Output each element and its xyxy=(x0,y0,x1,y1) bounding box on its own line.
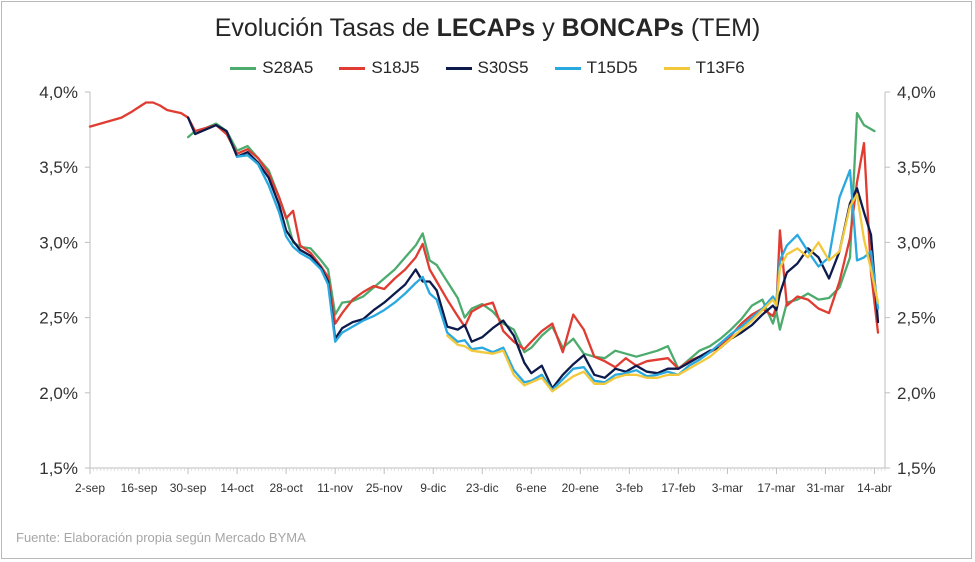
legend-swatch xyxy=(230,66,257,70)
y-tick-label-left: 3,5% xyxy=(39,158,78,177)
series-line-s28a5 xyxy=(186,111,876,370)
chart-title: Evolución Tasas de LECAPs y BONCAPs (TEM… xyxy=(0,14,975,43)
legend-item-s18j5: S18J5 xyxy=(339,58,420,78)
y-tick-label-left: 1,5% xyxy=(39,459,78,478)
y-tick-label-left: 3,0% xyxy=(39,233,78,252)
x-tick-label: 14-abr xyxy=(857,481,892,495)
x-tick-label: 17-feb xyxy=(661,481,695,495)
y-tick-label-right: 2,0% xyxy=(897,384,936,403)
x-tick-label: 17-mar xyxy=(757,481,795,495)
y-tick-label-right: 1,5% xyxy=(897,459,936,478)
x-tick-label: 30-sep xyxy=(170,481,207,495)
legend-label: S30S5 xyxy=(477,58,529,77)
series-line-t13f6 xyxy=(446,193,880,393)
x-tick-label: 16-sep xyxy=(121,481,158,495)
legend-swatch xyxy=(445,66,472,70)
y-tick-label-left: 2,5% xyxy=(39,309,78,328)
x-tick-label: 9-dic xyxy=(420,481,446,495)
x-tick-label: 31-mar xyxy=(806,481,844,495)
source-note: Fuente: Elaboración propia según Mercado… xyxy=(16,530,306,545)
title-mid: y xyxy=(535,14,562,42)
x-tick-label: 11-nov xyxy=(317,481,353,495)
x-tick-label: 3-feb xyxy=(616,481,644,495)
legend: S28A5 S18J5 S30S5 T15D5 T13F6 xyxy=(0,58,975,78)
legend-swatch xyxy=(339,66,366,70)
y-tick-label-right: 3,5% xyxy=(897,158,936,177)
series-line-s30s5 xyxy=(186,116,880,390)
x-tick-label: 20-ene xyxy=(562,481,600,495)
legend-item-s28a5: S28A5 xyxy=(230,58,313,78)
title-prefix: Evolución Tasas de xyxy=(214,14,437,42)
x-tick-label: 3-mar xyxy=(712,481,743,495)
legend-label: S18J5 xyxy=(371,58,420,77)
series-line-t15d5 xyxy=(235,154,880,391)
title-bold-boncaps: BONCAPs xyxy=(561,14,684,42)
legend-item-s30s5: S30S5 xyxy=(445,58,529,78)
legend-label: T13F6 xyxy=(695,58,745,77)
legend-item-t15d5: T15D5 xyxy=(554,58,638,78)
x-tick-label: 14-oct xyxy=(220,481,254,495)
legend-item-t13f6: T13F6 xyxy=(663,58,745,78)
legend-label: S28A5 xyxy=(262,58,314,77)
x-tick-label: 25-nov xyxy=(366,481,403,495)
legend-swatch xyxy=(663,66,690,70)
y-tick-label-right: 4,0% xyxy=(897,83,936,102)
title-bold-lecaps: LECAPs xyxy=(436,14,536,42)
x-tick-label: 2-sep xyxy=(75,481,105,495)
x-tick-label: 23-dic xyxy=(466,481,499,495)
x-tick-label: 6-ene xyxy=(516,481,547,495)
series-line-s18j5 xyxy=(88,101,880,370)
legend-swatch xyxy=(554,66,581,70)
title-suffix: (TEM) xyxy=(683,14,761,42)
y-tick-label-right: 2,5% xyxy=(897,309,936,328)
legend-label: T15D5 xyxy=(586,58,638,77)
y-tick-label-left: 4,0% xyxy=(39,83,78,102)
y-tick-label-left: 2,0% xyxy=(39,384,78,403)
x-tick-label: 28-oct xyxy=(269,481,303,495)
y-tick-label-right: 3,0% xyxy=(897,233,936,252)
